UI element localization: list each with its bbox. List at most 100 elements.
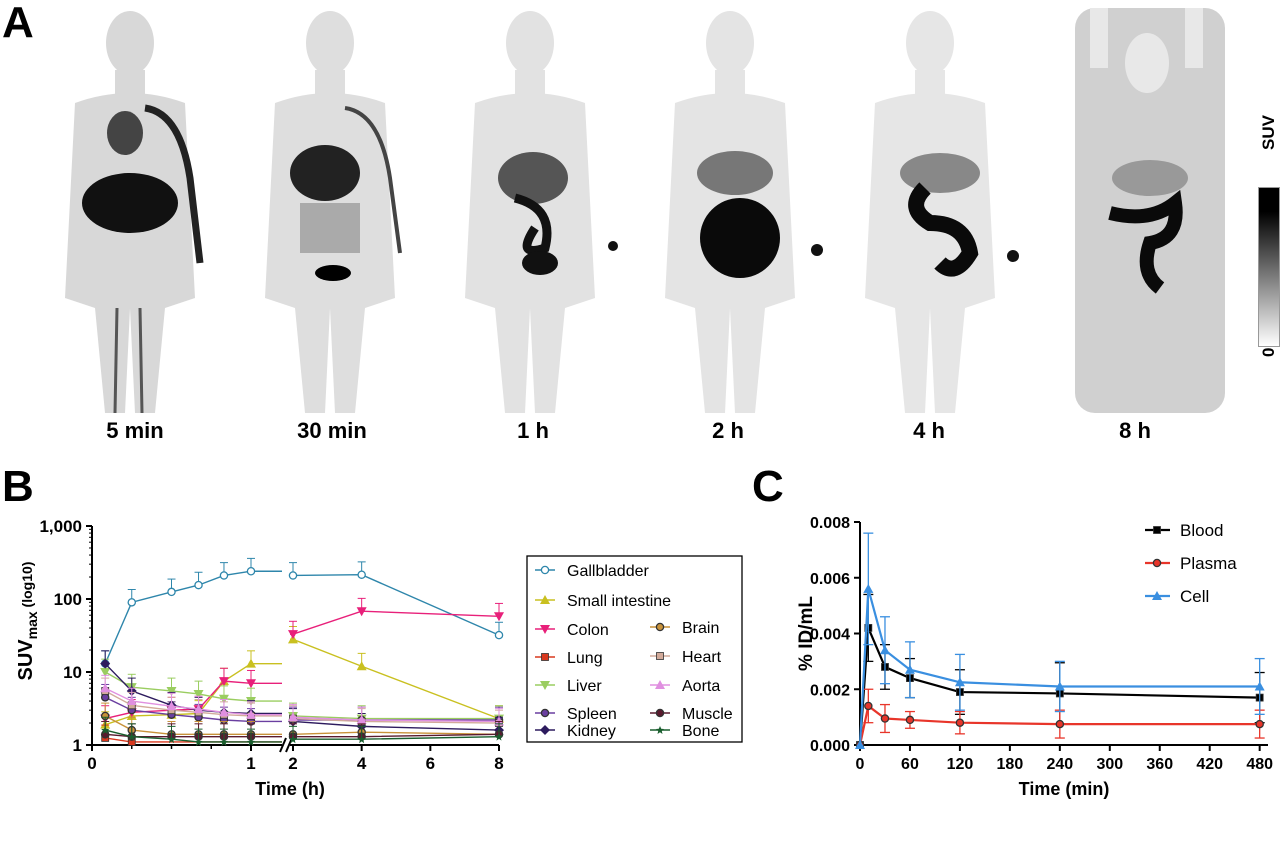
colorbar-max-label: SUV 7.5 [1259,115,1280,150]
y-tick-label: 100 [54,590,82,609]
x-axis-label: Time (min) [1019,779,1110,799]
data-point [166,686,177,696]
data-point [954,677,965,687]
series-line [290,733,500,738]
timepoint-label: 2 h [712,418,744,443]
legend-box [526,555,743,743]
legend-marker [540,595,550,604]
axis-break-mark [279,737,287,753]
panel-label-b: B [2,462,34,511]
legend-label: Blood [1180,521,1223,540]
data-point [1254,681,1265,691]
data-point [247,737,255,746]
data-point [246,679,256,689]
pet-image-30min [265,11,402,413]
x-tick-label: 240 [1046,756,1073,773]
legend-label: Small intestine [567,593,671,610]
data-point [166,701,177,711]
data-point [289,735,297,744]
x-tick-label: 4 [357,754,367,773]
data-point [167,735,176,744]
y-axis-label: % ID/mL [796,596,817,671]
legend-marker [541,653,549,661]
y-tick-label: 0.002 [810,682,850,699]
legend-marker [656,652,664,660]
colorbar-min-label: 0 [1259,347,1278,357]
data-point [357,735,366,744]
data-point [126,696,137,706]
y-tick-label: 10 [63,663,82,682]
series-line [290,638,500,720]
legend-label: Liver [567,678,602,695]
data-point [955,718,965,727]
timepoint-label: 8 h [1119,418,1151,443]
legend-label: Cell [1180,587,1209,606]
legend-marker [655,680,665,689]
data-point [246,566,256,576]
data-point [356,607,367,617]
y-axis-label-suffix: (log10) [19,562,35,612]
legend-label: Colon [567,622,609,639]
data-point [101,726,110,735]
legend-marker [1152,591,1162,600]
data-point [167,587,176,597]
x-tick-label: 0 [87,754,96,773]
pet-image-5min [65,11,204,413]
x-tick-label: 8 [494,754,503,773]
pet-image-8h [1075,8,1225,413]
y-tick-label: 0.004 [810,627,850,644]
x-tick-label: 120 [947,756,974,773]
data-point [100,658,111,669]
timepoint-label: 5 min [106,418,164,443]
legend-label: Kidney [567,723,616,740]
panel-label-c: C [752,462,784,511]
data-point [218,707,229,717]
legend-marker [655,622,665,632]
legend-label: Bone [682,723,719,740]
legend-label: Brain [682,620,719,637]
data-point [864,701,873,711]
panel-label-a: A [2,0,34,47]
suv-colorbar [1258,187,1280,347]
data-point [288,630,298,640]
x-tick-label: 480 [1246,756,1273,773]
x-tick-label: 420 [1196,756,1223,773]
data-point [494,630,504,640]
data-point [495,732,503,741]
x-tick-label: 1 [246,754,255,773]
data-point [1255,719,1264,729]
legend-marker [1152,558,1162,568]
data-point [880,714,890,723]
data-point [288,712,298,722]
x-tick-label: 300 [1096,756,1123,773]
data-point [127,598,136,607]
legend-label: Muscle [682,706,733,723]
series-line [290,731,500,736]
blood-activity-chart: 0.000 0.002 0.004 0.006 0.008 0 60 120 180 240 300… [796,515,1273,799]
data-point [904,664,915,674]
x-tick-label: 2 [288,754,297,773]
data-point [194,737,203,746]
legend-label: Heart [682,649,722,666]
data-point [193,704,204,714]
series-line [290,574,500,636]
data-point [127,732,136,741]
x-axis-label: Time (h) [255,779,325,799]
legend-marker [656,726,664,734]
data-point [863,583,874,593]
legend-label: Gallbladder [567,563,650,580]
legend-label: Plasma [1180,554,1237,573]
legend-marker [540,708,550,718]
y-tick-label: 0.008 [810,515,850,532]
data-point [855,740,865,749]
data-point [494,612,504,622]
y-axis-label-main: SUV [15,639,37,681]
data-point [1054,681,1065,691]
pet-image-4h [865,11,1019,413]
data-point [356,715,367,725]
legend-marker [1153,526,1161,534]
x-tick-label: 60 [901,756,919,773]
legend-marker [655,708,665,718]
y-axis-label-subscript: max [24,611,40,639]
